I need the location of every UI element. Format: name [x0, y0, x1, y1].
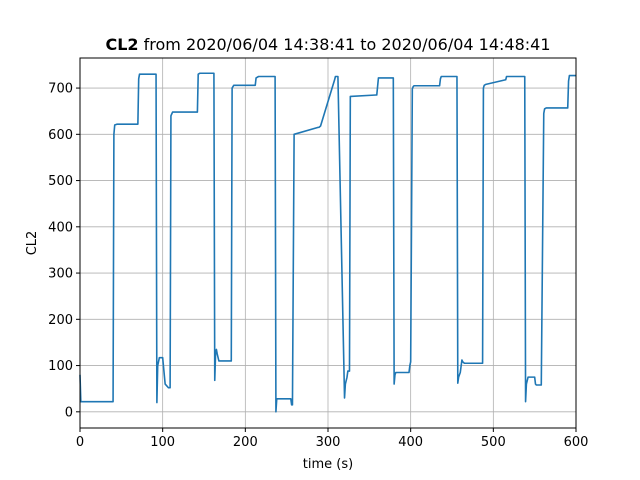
- x-tick-label: 400: [398, 435, 423, 450]
- y-tick-label: 700: [48, 82, 73, 97]
- x-tick-label: 500: [481, 435, 506, 450]
- x-tick-label: 100: [150, 435, 175, 450]
- y-tick-label: 500: [48, 174, 73, 189]
- axis-ticks: 0 100 200 300 400 500 600 0 100 200 300 400 500 600 70…: [48, 82, 588, 450]
- y-tick-label: 600: [48, 128, 73, 143]
- chart-title-bold: CL2: [105, 35, 138, 54]
- chart-title: CL2 from 2020/06/04 14:38:41 to 2020/06/…: [105, 35, 550, 54]
- y-tick-label: 300: [48, 267, 73, 282]
- x-tick-label: 200: [233, 435, 258, 450]
- series-line: [79, 72, 576, 413]
- y-axis-label: CL2: [25, 231, 40, 256]
- y-tick-label: 400: [48, 220, 73, 235]
- x-tick-label: 0: [76, 435, 84, 450]
- y-tick-label: 0: [65, 405, 73, 420]
- x-axis-label: time (s): [303, 457, 353, 472]
- y-tick-label: 100: [48, 359, 73, 374]
- x-tick-label: 300: [316, 435, 341, 450]
- chart-title-rest: from 2020/06/04 14:38:41 to 2020/06/04 1…: [139, 35, 551, 54]
- grid-lines: [79, 58, 577, 428]
- y-tick-label: 200: [48, 313, 73, 328]
- series-layer: [79, 72, 576, 413]
- x-tick-label: 600: [564, 435, 589, 450]
